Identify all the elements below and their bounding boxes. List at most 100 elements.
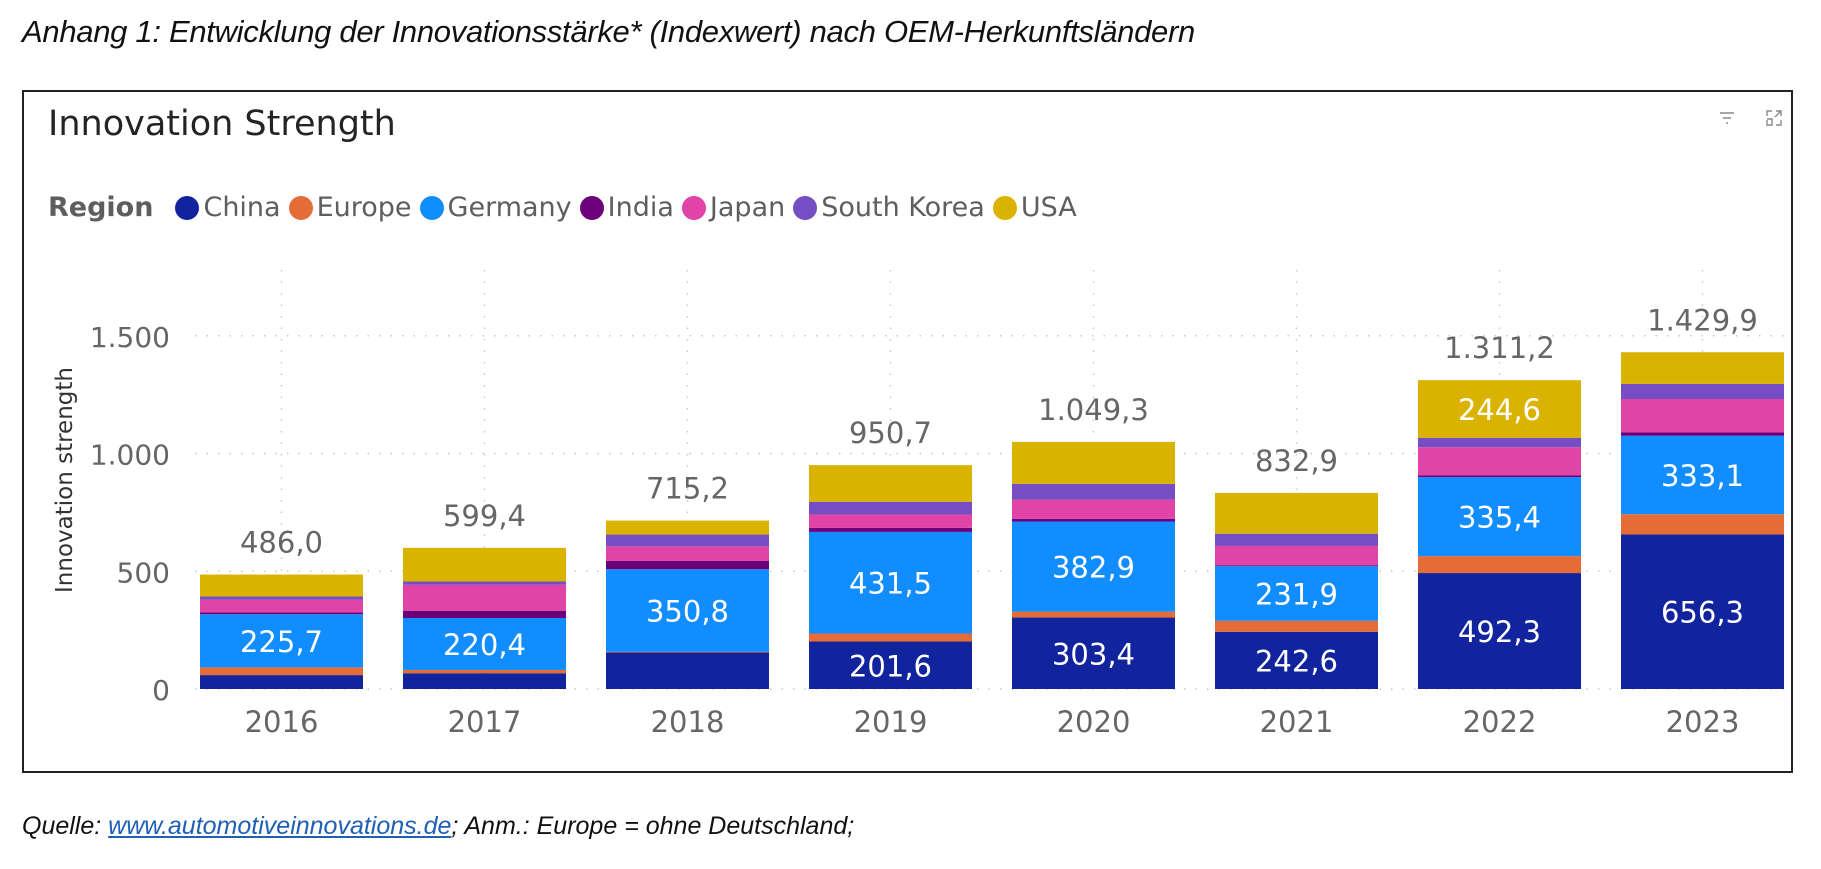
source-note: Quelle: www.automotiveinnovations.de; An… (22, 812, 854, 841)
bar-segment-europe-2023 (1621, 514, 1784, 535)
x-tick-label: 2017 (448, 705, 522, 739)
bar-segment-europe-2017 (403, 669, 566, 674)
x-tick-label: 2018 (651, 705, 725, 739)
data-label: 335,4 (1458, 501, 1541, 535)
data-label: 382,9 (1052, 551, 1135, 585)
bar-segment-europe-2022 (1418, 556, 1581, 574)
bar-segment-south-korea-2016 (200, 596, 363, 600)
bar-segment-japan-2019 (809, 514, 972, 528)
legend-label: USA (1020, 192, 1077, 223)
chart-title: Innovation Strength (48, 104, 396, 144)
bar-segment-germany-2023 (1621, 435, 1784, 515)
x-tick-label: 2021 (1260, 705, 1334, 739)
bar-segment-china-2016 (200, 675, 363, 689)
bar-segment-germany-2020 (1012, 521, 1175, 612)
bar-segment-japan-2020 (1012, 499, 1175, 519)
bar-segment-usa-2023 (1621, 352, 1784, 384)
bar-segment-europe-2021 (1215, 620, 1378, 632)
bar-segment-japan-2016 (200, 599, 363, 613)
legend-swatch (681, 195, 706, 220)
x-tick-label: 2023 (1666, 705, 1740, 739)
filter-icon[interactable] (1717, 108, 1737, 133)
legend-swatch (579, 195, 604, 220)
legend-label: South Korea (821, 192, 985, 223)
bar-segment-usa-2022 (1418, 380, 1581, 438)
legend-label: China (203, 192, 281, 223)
legend-item-europe[interactable]: Europe (288, 192, 412, 223)
x-tick-label: 2022 (1463, 705, 1537, 739)
bar-segment-usa-2019 (809, 465, 972, 502)
y-tick-label: 0 (152, 674, 170, 707)
data-label: 656,3 (1661, 596, 1744, 630)
x-tick-label: 2019 (854, 705, 928, 739)
legend-label: India (607, 192, 674, 223)
total-label: 486,0 (240, 526, 323, 560)
bar-segment-japan-2017 (403, 584, 566, 611)
total-label: 599,4 (443, 499, 526, 533)
x-tick-label: 2016 (245, 705, 319, 739)
bar-segment-india-2018 (606, 560, 769, 570)
bar-segment-india-2021 (1215, 565, 1378, 567)
legend-swatch (288, 195, 313, 220)
bar-segment-china-2020 (1012, 617, 1175, 689)
legend-swatch (793, 195, 818, 220)
legend-item-germany[interactable]: Germany (419, 192, 572, 223)
bar-segment-germany-2016 (200, 614, 363, 668)
bar-segment-germany-2017 (403, 618, 566, 670)
data-label: 350,8 (646, 594, 729, 628)
chart-legend: Region China Europe Germany India Japan South… (48, 192, 1085, 223)
legend-swatch (419, 195, 444, 220)
data-label: 244,6 (1458, 393, 1541, 427)
data-label: 492,3 (1458, 615, 1541, 649)
bar-segment-south-korea-2018 (606, 534, 769, 547)
bar-segment-china-2023 (1621, 534, 1784, 689)
total-label: 832,9 (1255, 444, 1338, 478)
figure-caption: Anhang 1: Entwicklung der Innovationsstä… (22, 14, 1195, 49)
bar-segment-europe-2018 (606, 651, 769, 653)
total-label: 1.311,2 (1444, 331, 1555, 365)
bar-segment-south-korea-2021 (1215, 533, 1378, 546)
bar-segment-japan-2023 (1621, 399, 1784, 433)
data-label: 303,4 (1052, 637, 1135, 671)
y-tick-label: 500 (117, 556, 170, 589)
legend-label: Germany (447, 192, 572, 223)
bar-segment-usa-2016 (200, 574, 363, 597)
data-label: 220,4 (443, 628, 526, 662)
y-axis-label: Innovation strength (52, 367, 78, 593)
data-label: 225,7 (240, 625, 323, 659)
bar-segment-germany-2019 (809, 531, 972, 634)
bar-segment-india-2022 (1418, 475, 1581, 478)
bar-segment-india-2017 (403, 610, 566, 619)
legend-item-japan[interactable]: Japan (681, 192, 786, 223)
legend-item-china[interactable]: China (175, 192, 281, 223)
bar-segment-china-2021 (1215, 631, 1378, 689)
bar-segment-china-2019 (809, 641, 972, 689)
bar-segment-india-2016 (200, 612, 363, 615)
y-tick-label: 1.000 (90, 439, 170, 472)
bar-segment-europe-2019 (809, 633, 972, 642)
y-tick-label: 1.500 (90, 321, 170, 354)
bar-segment-south-korea-2023 (1621, 383, 1784, 400)
bar-segment-india-2019 (809, 527, 972, 532)
legend-title: Region (48, 192, 154, 223)
legend-label: Japan (709, 192, 786, 223)
data-label: 333,1 (1661, 459, 1744, 493)
bar-segment-south-korea-2017 (403, 581, 566, 585)
bar-segment-china-2018 (606, 652, 769, 689)
total-label: 950,7 (849, 416, 932, 450)
bar-segment-europe-2016 (200, 667, 363, 676)
source-link[interactable]: www.automotiveinnovations.de (108, 812, 452, 840)
x-tick-label: 2020 (1057, 705, 1131, 739)
focus-mode-icon[interactable] (1764, 108, 1784, 133)
source-suffix: ; Anm.: Europe = ohne Deutschland; (451, 812, 855, 840)
bar-segment-south-korea-2020 (1012, 483, 1175, 500)
legend-item-india[interactable]: India (579, 192, 674, 223)
bar-segment-germany-2022 (1418, 477, 1581, 557)
legend-swatch (175, 195, 200, 220)
legend-item-usa[interactable]: USA (992, 192, 1077, 223)
data-label: 231,9 (1255, 577, 1338, 611)
legend-item-south-korea[interactable]: South Korea (793, 192, 985, 223)
data-label: 201,6 (849, 649, 932, 683)
bar-segment-japan-2022 (1418, 447, 1581, 476)
